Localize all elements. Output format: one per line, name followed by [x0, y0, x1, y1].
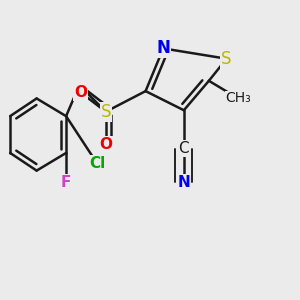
Text: CH₃: CH₃: [226, 92, 251, 106]
Text: O: O: [99, 136, 112, 152]
Text: S: S: [100, 103, 111, 121]
Text: C: C: [178, 141, 189, 156]
Text: S: S: [221, 50, 232, 68]
Text: N: N: [178, 175, 190, 190]
Text: F: F: [61, 175, 71, 190]
Text: N: N: [156, 39, 170, 57]
Text: Cl: Cl: [89, 156, 105, 171]
Text: O: O: [74, 85, 87, 100]
